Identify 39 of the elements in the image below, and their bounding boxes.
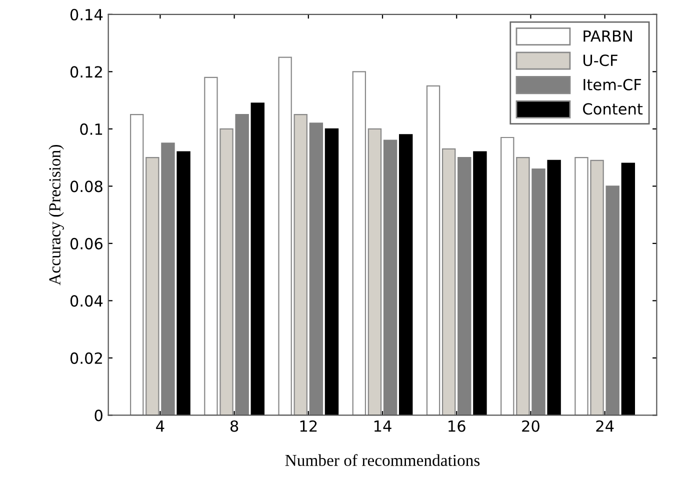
y-tick-label: 0.02 (70, 352, 102, 364)
x-tick-label: 14 (374, 420, 392, 432)
y-tick-label: 0.1 (80, 123, 102, 135)
bar (621, 162, 636, 416)
bar (473, 151, 487, 416)
x-tick-label: 8 (230, 420, 238, 432)
y-tick-label: 0 (94, 410, 102, 422)
x-tick-label: 24 (596, 420, 614, 432)
y-tick-label: 0.12 (70, 66, 102, 78)
y-tick-label: 0.04 (70, 295, 103, 307)
bar (309, 122, 324, 416)
x-tick-label: 12 (300, 420, 317, 432)
y-tick-label: 0.08 (70, 180, 102, 192)
y-tick-label: 0.06 (70, 238, 102, 250)
bar (500, 136, 514, 416)
bar (324, 128, 339, 416)
bar (352, 71, 366, 416)
bar (250, 102, 264, 416)
bar (278, 56, 292, 416)
bar (442, 148, 456, 416)
legend-label: Item-CF (584, 78, 642, 90)
bar (176, 151, 190, 416)
bar (383, 140, 398, 416)
bar (368, 128, 382, 416)
bar (458, 156, 472, 416)
legend-label: Content (583, 103, 643, 115)
x-tick-label: 4 (156, 420, 164, 432)
x-axis-title: Number of recommendations (285, 454, 480, 466)
legend-label: U-CF (584, 54, 618, 66)
bar (426, 85, 440, 416)
bar (547, 160, 561, 416)
x-tick-label: 20 (522, 420, 540, 432)
bar (294, 114, 308, 416)
y-tick-label: 0.14 (70, 8, 103, 20)
bar (398, 134, 413, 416)
bar (130, 114, 144, 416)
y-axis-title: Accuracy (Precision) (48, 144, 64, 286)
legend-label: PARBN (584, 30, 632, 42)
x-tick-label: 16 (448, 420, 466, 432)
